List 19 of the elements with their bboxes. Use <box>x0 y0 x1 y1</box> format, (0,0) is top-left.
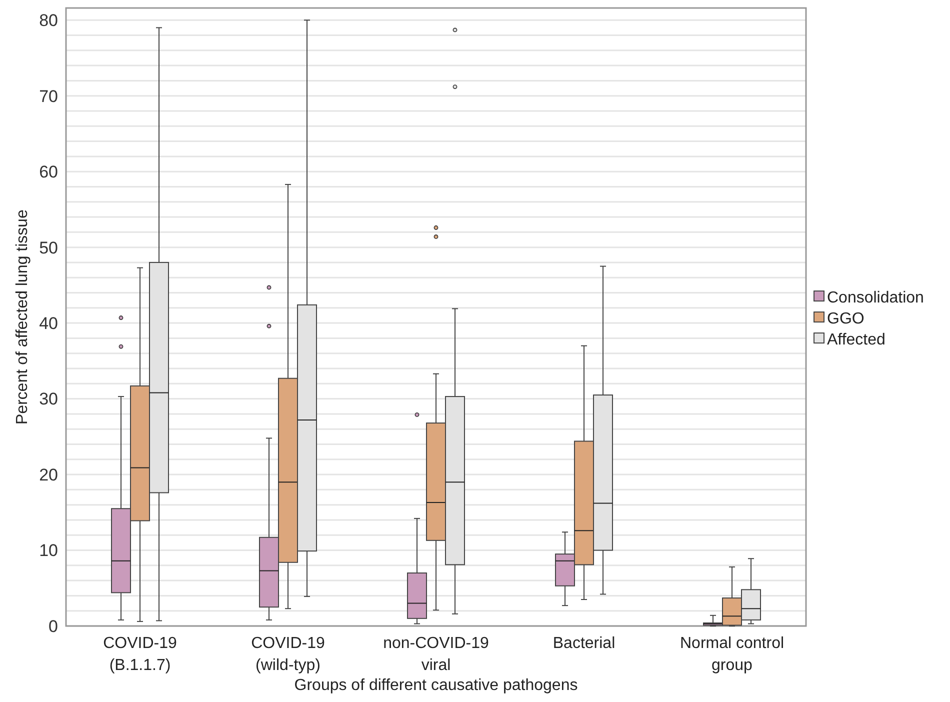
y-tick-label: 60 <box>39 162 58 182</box>
y-tick-label: 30 <box>39 390 58 409</box>
legend-label: Consolidation <box>827 290 924 307</box>
x-tick-label: non-COVID-19 viral <box>383 635 490 674</box>
y-tick-label: 10 <box>39 541 58 560</box>
y-tick-label: 0 <box>48 616 58 636</box>
legend-label: Affected <box>827 332 886 349</box>
y-axis-title: Percent of affected lung tissue <box>14 209 31 424</box>
y-tick-label: 50 <box>39 238 58 258</box>
x-tick-label: Bacterial <box>552 635 616 652</box>
x-tick-label: COVID-19 (wild-typ) <box>251 635 325 674</box>
y-tick-label: 40 <box>39 314 58 334</box>
y-tick-label: 70 <box>39 86 58 106</box>
x-tick-label: COVID-19 (B.1.1.7) <box>103 635 177 674</box>
y-tick-label: 80 <box>39 11 58 30</box>
y-tick-label: 20 <box>39 465 58 484</box>
x-axis-title: Groups of different causative pathogens <box>294 677 578 694</box>
legend-label: GGO <box>827 310 864 328</box>
x-tick-label: Normal control group <box>680 635 784 674</box>
